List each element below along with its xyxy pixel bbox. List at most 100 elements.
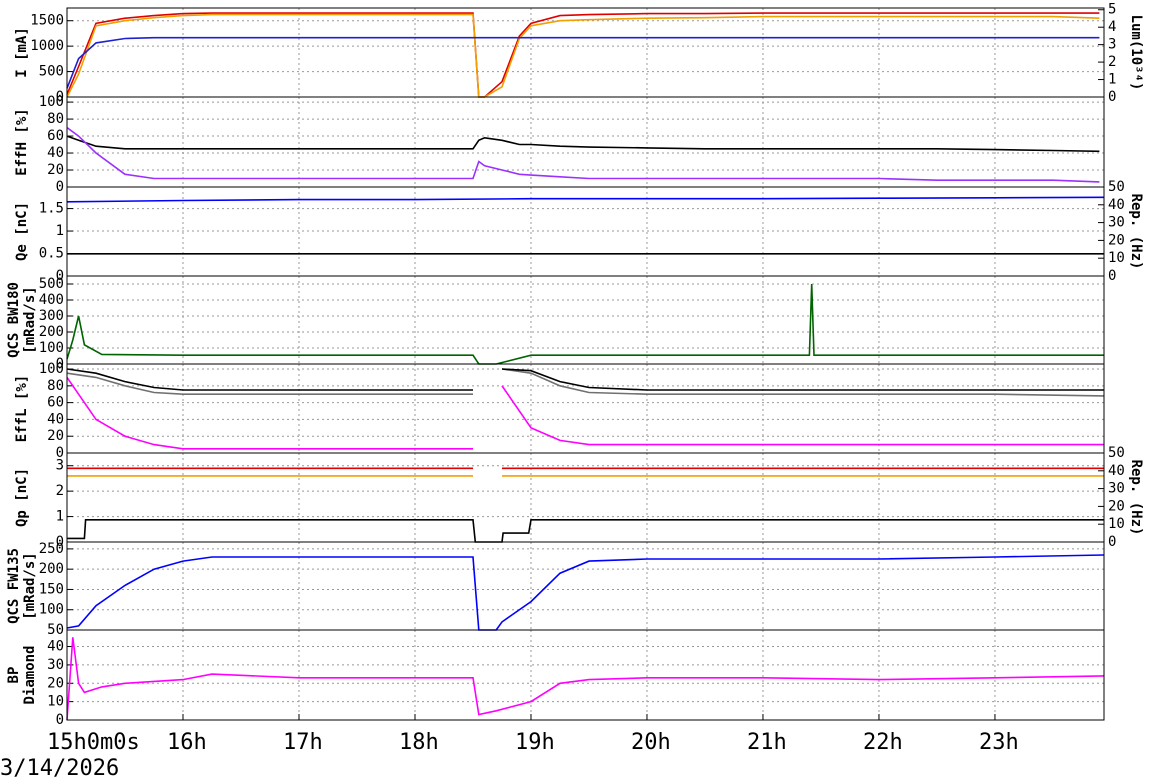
data-line (66, 283, 1104, 365)
y-tick-label: 200 (39, 324, 64, 340)
y2-tick-label: 1 (1108, 72, 1116, 88)
y-tick-label: 1000 (30, 38, 64, 54)
y-axis-label: Diamond (22, 645, 38, 704)
y-axis-label: I [mA] (14, 27, 30, 78)
y-tick-label: 80 (47, 378, 64, 394)
x-tick-label: 21h (747, 730, 787, 755)
y-tick-label: 20 (47, 162, 64, 178)
y2-tick-label: 10 (1108, 516, 1125, 532)
y-tick-label: 1.5 (39, 201, 64, 217)
y-tick-label: 0 (56, 268, 64, 284)
y-tick-label: 1 (56, 509, 64, 525)
y-tick-label: 0 (56, 445, 64, 461)
y-tick-label: 0 (56, 534, 64, 550)
y-tick-label: 300 (39, 308, 64, 324)
y2-tick-label: 30 (1108, 215, 1125, 231)
y2-tick-label: 5 (1108, 2, 1116, 18)
data-line (66, 368, 1105, 397)
y-tick-label: 100 (39, 361, 64, 377)
y-tick-label: 0 (56, 712, 64, 728)
y2-tick-label: 30 (1108, 481, 1125, 497)
y2-tick-label: 0 (1108, 268, 1116, 284)
y-tick-label: 1 (56, 223, 64, 239)
y-axis-label: EffL [%] (14, 375, 30, 442)
panel-frame (66, 452, 1105, 543)
y2-axis-label: Rep. (Hz) (1128, 460, 1144, 536)
y2-axis-label: Lum(10³⁴) (1128, 15, 1144, 91)
y2-tick-label: 20 (1108, 498, 1125, 514)
y-axis-label: [mRad/s] (22, 286, 38, 353)
y2-tick-label: 0 (1108, 534, 1116, 550)
panel-frame (66, 363, 1105, 454)
y-axis-label: Qp [nC] (14, 468, 30, 527)
data-line (66, 126, 1100, 183)
data-line (66, 13, 1100, 98)
x-tick-label: 20h (631, 730, 671, 755)
x-tick-label: 15h0m0s (47, 730, 140, 755)
y-tick-label: 500 (39, 276, 64, 292)
y2-tick-label: 20 (1108, 232, 1125, 248)
panel-frame (66, 541, 1105, 631)
y-tick-label: 2 (56, 483, 64, 499)
y-axis-label: EffH [%] (14, 108, 30, 175)
y-axis-label: QCS FW135 (6, 548, 22, 624)
y-tick-label: 30 (47, 657, 64, 673)
y-tick-label: 100 (39, 94, 64, 110)
y-tick-label: 50 (47, 622, 64, 638)
y2-tick-label: 10 (1108, 250, 1125, 266)
y-tick-label: 0 (56, 356, 64, 372)
x-tick-label: 17h (283, 730, 323, 755)
y-tick-label: 20 (47, 675, 64, 691)
x-tick-label: 18h (399, 730, 439, 755)
y-tick-label: 40 (47, 639, 64, 655)
panel-frame (66, 275, 1105, 365)
y-tick-label: 100 (39, 602, 64, 618)
data-line (67, 519, 1104, 543)
y2-tick-label: 50 (1108, 445, 1125, 461)
y-tick-label: 400 (39, 292, 64, 308)
x-tick-label: 19h (515, 730, 555, 755)
y-tick-label: 80 (47, 111, 64, 127)
data-line (66, 135, 1100, 153)
y2-tick-label: 40 (1108, 463, 1125, 479)
data-line (66, 376, 1104, 450)
y2-tick-label: 40 (1108, 197, 1125, 213)
y-tick-label: 40 (47, 411, 64, 427)
data-line (66, 12, 1100, 98)
data-line (66, 368, 1104, 391)
y-tick-label: 200 (39, 561, 64, 577)
y2-tick-label: 50 (1108, 179, 1125, 195)
y-tick-label: 1500 (30, 13, 64, 29)
y2-tick-label: 0 (1108, 89, 1116, 105)
y-axis-label: Qe [nC] (14, 202, 30, 261)
y-tick-label: 0 (56, 179, 64, 195)
y-tick-label: 60 (47, 128, 64, 144)
y-tick-label: 60 (47, 395, 64, 411)
panel-frame (66, 629, 1105, 721)
y-tick-label: 0 (56, 89, 64, 105)
panel-frame (66, 7, 1105, 98)
y-tick-label: 3 (56, 458, 64, 474)
y-tick-label: 20 (47, 428, 64, 444)
y-tick-label: 40 (47, 145, 64, 161)
y-tick-label: 100 (39, 340, 64, 356)
date-label: 3/14/2026 (0, 756, 119, 781)
y2-tick-label: 2 (1108, 54, 1116, 70)
y-tick-label: 500 (39, 64, 64, 80)
y2-axis-label: Rep. (Hz) (1128, 194, 1144, 270)
data-line (66, 554, 1105, 631)
x-tick-label: 16h (167, 730, 207, 755)
y2-tick-label: 4 (1108, 19, 1116, 35)
y-axis-label: [mRad/s] (22, 552, 38, 619)
y-tick-label: 10 (47, 694, 64, 710)
y-axis-label: QCS BW180 (6, 282, 22, 358)
y-tick-label: 0.5 (39, 246, 64, 262)
y-axis-label: BP (6, 667, 22, 684)
x-tick-label: 22h (863, 730, 903, 755)
y-tick-label: 250 (39, 541, 64, 557)
data-line (66, 637, 1105, 721)
y2-tick-label: 3 (1108, 37, 1116, 53)
panel-frame (66, 96, 1105, 188)
data-line (66, 36, 1100, 89)
